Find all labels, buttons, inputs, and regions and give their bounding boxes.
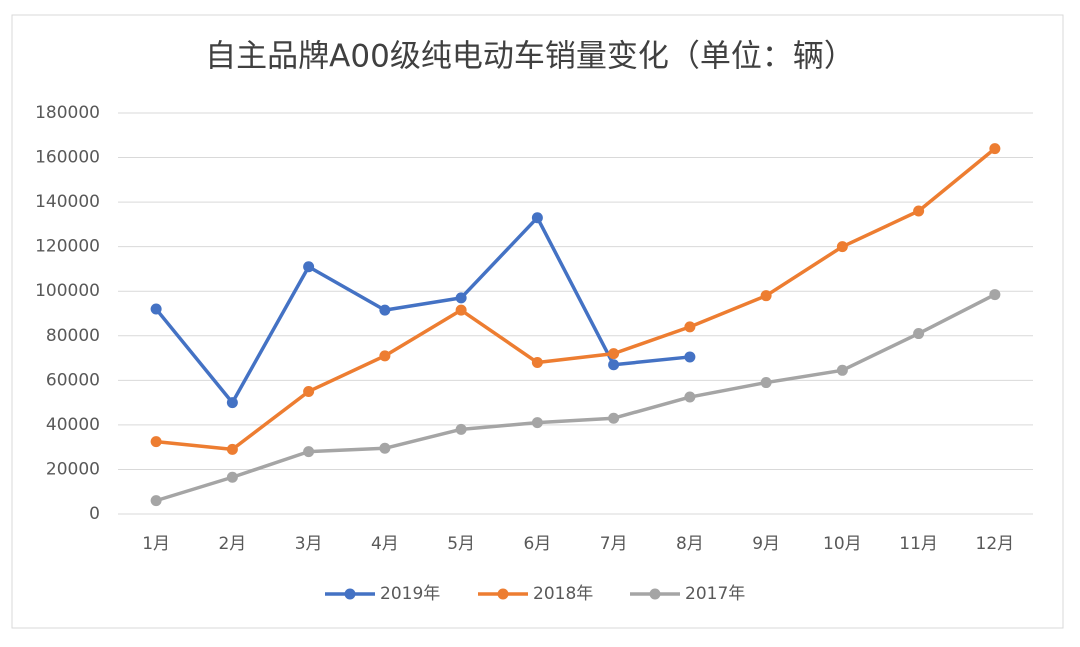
data-point	[608, 348, 620, 360]
x-tick-label: 3月	[295, 534, 323, 554]
data-point	[226, 471, 238, 483]
data-point	[684, 321, 696, 333]
data-point	[760, 377, 772, 389]
data-point	[531, 212, 543, 224]
data-point	[226, 397, 238, 409]
y-tick-label: 160000	[35, 148, 100, 168]
data-point	[150, 303, 162, 315]
y-tick-label: 20000	[46, 459, 100, 479]
data-point	[455, 423, 467, 435]
data-point	[913, 205, 925, 217]
y-tick-label: 120000	[35, 237, 100, 257]
y-tick-label: 0	[89, 504, 100, 524]
data-point	[303, 385, 315, 397]
series-line	[155, 147, 996, 452]
x-tick-label: 9月	[752, 534, 780, 554]
data-point	[836, 364, 848, 376]
data-point	[989, 289, 1001, 301]
data-point	[989, 143, 1001, 155]
data-point	[608, 412, 620, 424]
x-tick-label: 1月	[142, 534, 170, 554]
legend-label: 2019年	[380, 584, 440, 604]
data-point	[379, 442, 391, 454]
data-point	[455, 304, 467, 316]
y-tick-label: 60000	[46, 370, 100, 390]
data-point	[455, 292, 467, 304]
legend-label: 2017年	[685, 584, 745, 604]
data-point	[303, 446, 315, 458]
data-point	[684, 351, 696, 363]
data-point	[379, 350, 391, 362]
chart-frame	[11, 14, 1064, 629]
data-point	[150, 495, 162, 507]
data-point	[226, 443, 238, 455]
data-point	[760, 290, 772, 302]
legend-marker	[649, 588, 661, 600]
series-line	[155, 293, 996, 503]
data-point	[150, 436, 162, 448]
data-point	[684, 391, 696, 403]
y-tick-label: 40000	[46, 415, 100, 435]
y-tick-label: 140000	[35, 192, 100, 212]
data-point	[836, 241, 848, 253]
data-point	[303, 261, 315, 273]
y-tick-label: 80000	[46, 326, 100, 346]
x-tick-label: 7月	[600, 534, 628, 554]
legend-label: 2018年	[533, 584, 593, 604]
x-tick-label: 8月	[676, 534, 704, 554]
data-point	[531, 417, 543, 429]
y-tick-label: 180000	[35, 103, 100, 123]
x-tick-label: 2月	[218, 534, 246, 554]
chart-title: 自主品牌A00级纯电动车销量变化（单位：辆）	[205, 39, 855, 75]
legend-marker	[497, 588, 509, 600]
data-point	[531, 357, 543, 369]
data-point	[379, 304, 391, 316]
x-tick-label: 6月	[523, 534, 551, 554]
series-line	[154, 215, 691, 405]
x-tick-label: 4月	[371, 534, 399, 554]
x-tick-label: 10月	[823, 534, 862, 554]
legend-marker	[344, 588, 356, 600]
x-tick-label: 12月	[976, 534, 1015, 554]
x-tick-label: 11月	[899, 534, 938, 554]
data-point	[913, 328, 925, 340]
x-tick-label: 5月	[447, 534, 475, 554]
data-point	[608, 359, 620, 371]
y-tick-label: 100000	[35, 281, 100, 301]
